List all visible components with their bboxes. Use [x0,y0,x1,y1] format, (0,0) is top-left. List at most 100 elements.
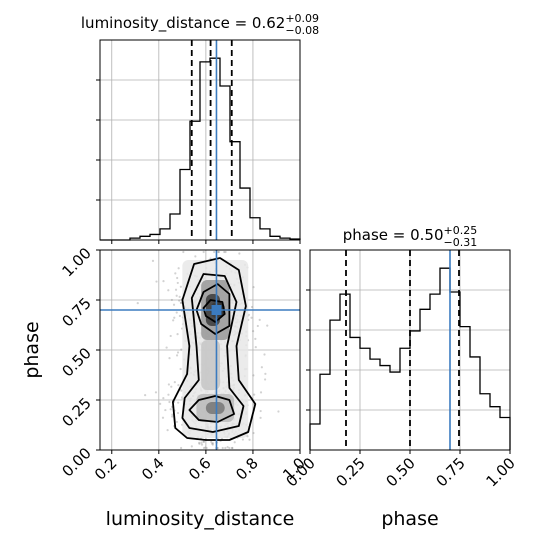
scatter-point [178,295,181,298]
scatter-point [172,303,176,306]
scatter-point [202,440,205,443]
scatter-point [176,281,179,285]
luminosity-distance-title-value: luminosity_distance = 0.62 [81,14,285,33]
scatter-point [167,393,170,396]
density-contour-1 [181,273,245,433]
scatter-point [259,391,263,394]
scatter-point [213,250,216,254]
scatter-point [231,446,234,450]
scatter-point [266,324,269,327]
phase-title-value: phase = 0.50 [343,226,444,244]
scatter-point [173,316,176,319]
scatter-point [250,305,254,309]
joint-xtick-label-3: 0.8 [232,454,262,484]
scatter-point [200,443,204,446]
scatter-point [250,316,253,319]
scatter-point [224,446,227,450]
scatter-point [252,286,255,289]
scatter-point [175,311,178,314]
scatter-point [171,415,174,418]
scatter-point [177,401,180,404]
scatter-point [173,381,176,384]
density-contour-3 [195,283,231,335]
density-cell-3 [205,402,225,414]
scatter-point [144,394,147,397]
joint-ytick-label-3: 0.75 [58,294,94,330]
joint-ytick-label-4: 1.00 [58,244,94,280]
joint-xtick-label-2: 0.6 [185,454,215,484]
scatter-point [254,337,257,340]
scatter-point [211,442,215,445]
scatter-point [226,446,229,449]
scatter-point [154,391,158,394]
density-cell-1 [201,340,220,390]
scatter-point [263,353,266,356]
scatter-point [180,446,183,450]
scatter-point [247,313,250,316]
scatter-point [264,372,267,375]
scatter-point [198,442,201,445]
scatter-point [263,378,267,381]
joint-ytick-label-0: 0.00 [58,444,94,480]
x-axis-label-phase: phase [381,508,438,530]
scatter-point [177,267,180,270]
scatter-point [175,420,179,424]
scatter-point [221,446,224,450]
scatter-point [174,272,177,275]
scatter-point [155,280,158,283]
scatter-point [252,431,255,435]
scatter-point [176,333,179,336]
scatter-point [210,442,214,445]
scatter-point [178,299,181,302]
scatter-point [216,250,220,254]
scatter-point [165,346,168,349]
scatter-point [254,345,257,349]
scatter-point [180,348,183,351]
luminosity-distance-title-upper-error: +0.09 [285,12,319,25]
phase-title: phase = 0.50+0.25 −0.31 [343,224,478,249]
joint-xtick-label-0: 0.2 [91,454,121,484]
scatter-point [174,288,178,291]
scatter-point [182,250,185,254]
phase-hist-xtick-label-1: 0.25 [332,454,368,490]
scatter-point [277,410,280,413]
density-contour-4 [202,299,226,323]
x-axis-label-luminosity-distance: luminosity_distance [106,508,295,530]
scatter-point [162,280,165,283]
scatter-point [228,446,231,450]
scatter-point [179,301,182,304]
scatter-point [248,438,251,441]
scatter-point [180,389,183,392]
scatter-point [258,318,261,321]
y-axis-label-phase: phase [21,321,43,378]
scatter-point [176,411,180,415]
scatter-point [205,446,208,450]
scatter-point [164,408,167,412]
scatter-point [167,289,170,292]
scatter-point [162,397,165,400]
scatter-point [166,429,169,432]
phase-hist-xtick-label-3: 0.75 [432,454,468,490]
joint-ytick-label-1: 0.25 [58,394,94,430]
scatter-point [175,354,179,357]
density-contour-0 [172,257,257,441]
scatter-point [136,302,139,305]
scatter-point [230,446,234,450]
joint-truth-marker [211,305,222,315]
scatter-point [194,255,197,258]
scatter-point [217,250,221,254]
phase-hist-xtick-label-0: 0.00 [282,454,318,490]
scatter-point [161,416,165,419]
phase-hist-xtick-label-4: 1.00 [482,454,518,490]
luminosity-distance-title: luminosity_distance = 0.62+0.09 −0.08 [81,12,319,37]
scatter-point [253,393,256,396]
scatter-point [252,374,255,377]
scatter-point [256,324,259,328]
scatter-point [172,319,175,322]
scatter-point [170,385,173,388]
scatter-point [176,351,180,354]
luminosity-distance-hist-frame [99,39,301,241]
phase-hist-xtick-label-2: 0.50 [382,454,418,490]
